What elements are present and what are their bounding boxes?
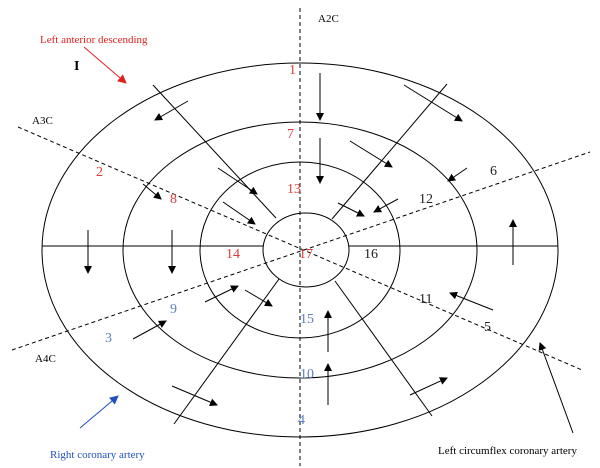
divider-line bbox=[334, 280, 433, 417]
marker-glyph: I bbox=[74, 59, 79, 74]
apex-ring bbox=[262, 212, 350, 288]
rca-label: Right coronary artery bbox=[50, 449, 145, 461]
segment-4-label: 4 bbox=[298, 413, 305, 428]
lad-pointer-arrow bbox=[83, 46, 127, 84]
segment-1-label: 1 bbox=[289, 63, 296, 78]
a3c-plane bbox=[17, 126, 583, 371]
segment-8-label: 8 bbox=[170, 192, 177, 207]
motion-arrow bbox=[132, 320, 167, 340]
segment-2-label: 2 bbox=[96, 165, 103, 180]
lad-label: Left anterior descending bbox=[40, 34, 148, 46]
segment-7-label: 7 bbox=[287, 127, 294, 142]
a2c-label: A2C bbox=[318, 13, 339, 25]
segment-11-label: 11 bbox=[419, 292, 432, 307]
segment-15-label: 15 bbox=[300, 312, 314, 327]
segment-16-label: 16 bbox=[364, 247, 378, 262]
segment-12-label: 12 bbox=[419, 192, 433, 207]
motion-arrow bbox=[447, 167, 468, 182]
segment-14-label: 14 bbox=[226, 247, 240, 262]
rca-pointer-arrow bbox=[79, 395, 119, 429]
motion-arrow bbox=[409, 377, 448, 396]
motion-arrow bbox=[204, 285, 239, 303]
motion-arrow bbox=[373, 198, 399, 213]
motion-arrow bbox=[217, 167, 258, 195]
segment-17-label: 17 bbox=[299, 247, 313, 262]
motion-arrow bbox=[337, 202, 365, 217]
motion-arrow bbox=[449, 291, 494, 311]
a4c-plane bbox=[11, 151, 591, 351]
segment-9-label: 9 bbox=[170, 302, 177, 317]
motion-arrow bbox=[142, 183, 162, 200]
divider-line bbox=[173, 278, 280, 425]
divider-line bbox=[331, 83, 448, 220]
motion-arrow bbox=[171, 385, 218, 406]
lcx-pointer-arrow bbox=[538, 342, 574, 434]
divider-line bbox=[152, 84, 277, 219]
a3c-label: A3C bbox=[32, 115, 53, 127]
lcx-label: Left circumflex coronary artery bbox=[438, 445, 577, 457]
motion-arrow bbox=[154, 100, 189, 121]
motion-arrow bbox=[244, 289, 273, 307]
motion-arrow bbox=[349, 140, 393, 168]
segment-6-label: 6 bbox=[490, 164, 497, 179]
segment-10-label: 10 bbox=[300, 367, 314, 382]
segment-13-label: 13 bbox=[287, 182, 301, 197]
motion-arrow bbox=[222, 201, 256, 225]
segment-3-label: 3 bbox=[105, 331, 112, 346]
motion-arrow bbox=[403, 84, 463, 122]
segment-5-label: 5 bbox=[484, 320, 491, 335]
a4c-label: A4C bbox=[35, 353, 56, 365]
